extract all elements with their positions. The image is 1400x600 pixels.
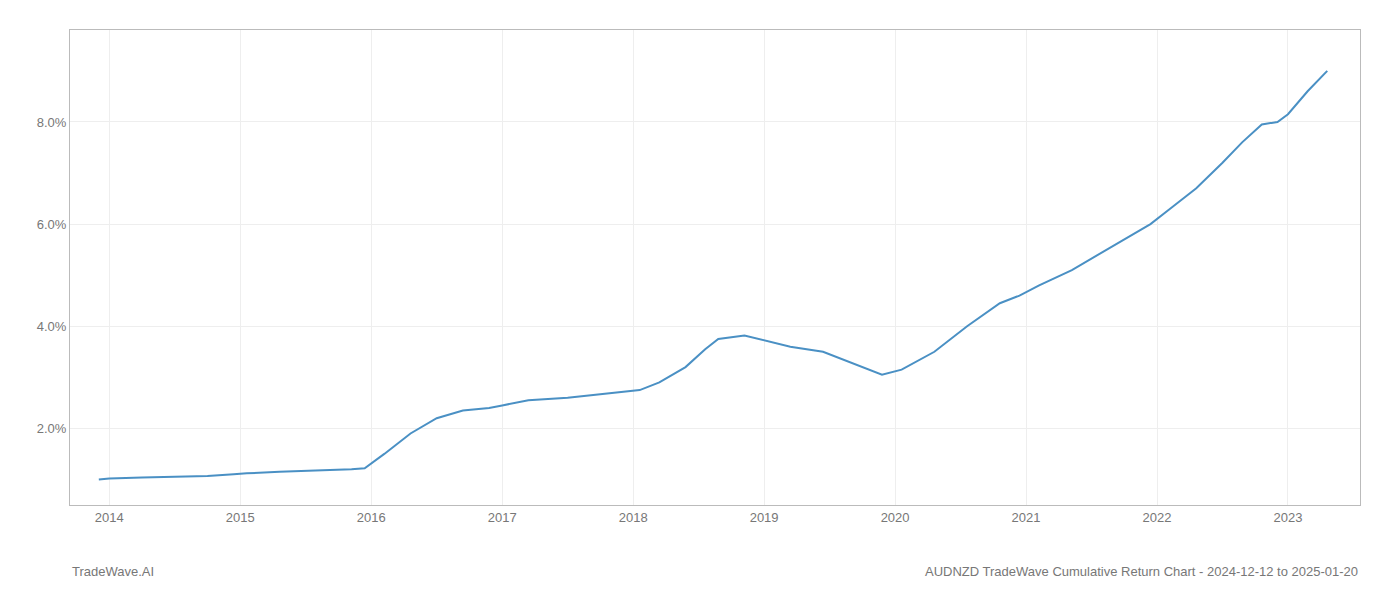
svg-text:2016: 2016 bbox=[357, 510, 386, 525]
svg-text:4.0%: 4.0% bbox=[37, 319, 67, 334]
svg-text:AUDNZD TradeWave Cumulative Re: AUDNZD TradeWave Cumulative Return Chart… bbox=[925, 564, 1358, 579]
svg-text:8.0%: 8.0% bbox=[37, 114, 67, 129]
svg-text:2020: 2020 bbox=[881, 510, 910, 525]
svg-text:6.0%: 6.0% bbox=[37, 217, 67, 232]
svg-text:2014: 2014 bbox=[95, 510, 124, 525]
svg-text:TradeWave.AI: TradeWave.AI bbox=[72, 564, 154, 579]
svg-text:2019: 2019 bbox=[750, 510, 779, 525]
svg-text:2023: 2023 bbox=[1274, 510, 1303, 525]
svg-text:2022: 2022 bbox=[1143, 510, 1172, 525]
svg-text:2018: 2018 bbox=[619, 510, 648, 525]
svg-text:2.0%: 2.0% bbox=[37, 421, 67, 436]
svg-text:2021: 2021 bbox=[1012, 510, 1041, 525]
svg-text:2017: 2017 bbox=[488, 510, 517, 525]
svg-text:2015: 2015 bbox=[226, 510, 255, 525]
